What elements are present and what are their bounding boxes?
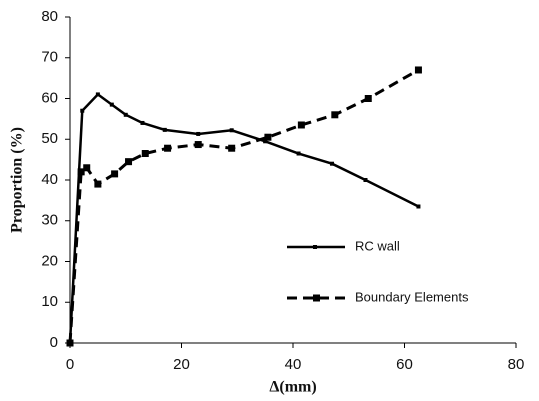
x-tick-label: 80 [508,356,525,373]
x-axis-label: Δ(mm) [269,379,316,396]
y-tick-label: 70 [41,49,58,66]
point [228,144,236,152]
y-tick-label: 30 [41,212,58,229]
point [194,141,202,149]
legend-marker [313,294,320,302]
point [95,92,100,97]
legend-label: RC wall [355,238,400,253]
y-tick-label: 0 [50,334,58,351]
x-tick-label: 40 [285,356,302,373]
y-tick-label: 10 [41,293,58,310]
y-tick-label: 40 [41,171,58,188]
series-line [68,92,419,344]
x-tick-label: 0 [66,356,74,373]
x-tick-label: 20 [173,356,190,373]
y-tick-label: 80 [41,8,58,25]
point [162,127,167,132]
point [83,164,91,172]
y-tick-label: 20 [41,252,58,269]
point [297,121,305,129]
point [414,66,422,74]
y-axis-label: Proportion (%) [9,127,26,233]
point [109,102,114,107]
y-tick-label: 60 [41,89,58,106]
point [66,339,74,347]
point [364,95,372,102]
y-tick-label: 50 [41,130,58,147]
point [94,180,102,188]
point [331,111,339,119]
point [140,120,145,125]
legend-marker [313,245,317,249]
point [363,178,368,182]
point [77,168,85,176]
point [125,158,133,166]
point [264,133,272,141]
point [80,108,85,113]
point [123,112,128,117]
point [111,170,119,178]
legend-label: Boundary Elements [355,289,469,304]
point [296,151,301,156]
point [416,204,421,209]
point [141,150,149,158]
point [330,161,335,166]
point [196,131,201,136]
x-tick-label: 60 [396,356,413,373]
point [164,144,172,152]
point [263,139,268,144]
point [229,128,234,133]
